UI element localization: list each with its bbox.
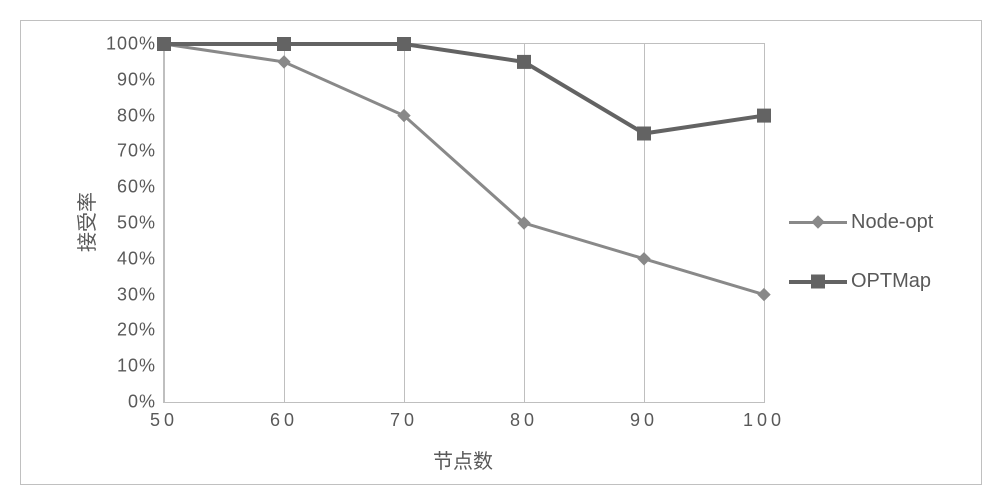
x-tick-label: 70 — [390, 410, 418, 431]
legend-line — [789, 280, 847, 284]
y-tick-label: 100% — [106, 34, 156, 55]
y-axis-title: 接受率 — [71, 192, 100, 252]
y-tick-label: 80% — [117, 105, 156, 126]
legend-item: Node-opt — [789, 211, 933, 234]
legend: Node-opt OPTMap — [789, 211, 933, 293]
y-tick-label: 50% — [117, 213, 156, 234]
y-tick-label: 70% — [117, 141, 156, 162]
y-tick-label: 30% — [117, 284, 156, 305]
grid-line — [764, 44, 765, 402]
x-tick-label: 100 — [743, 410, 785, 431]
grid-line — [524, 44, 525, 402]
y-tick-label: 0% — [128, 392, 156, 413]
y-tick-label: 40% — [117, 248, 156, 269]
legend-line — [789, 221, 847, 224]
y-tick-label: 60% — [117, 177, 156, 198]
grid-line — [644, 44, 645, 402]
x-tick-label: 80 — [510, 410, 538, 431]
grid-line — [284, 44, 285, 402]
x-tick-label: 60 — [270, 410, 298, 431]
x-axis-title: 节点数 — [433, 445, 493, 474]
series-optmap — [164, 44, 764, 402]
chart-frame: 50 60 70 80 90 100 0% 10% 20% 30% 40% 50% 60% 70% 80% 9… — [20, 20, 982, 485]
grid-line — [164, 44, 165, 402]
legend-label: Node-opt — [851, 211, 933, 234]
y-tick-label: 10% — [117, 356, 156, 377]
legend-item: OPTMap — [789, 270, 933, 293]
diamond-icon — [812, 215, 824, 233]
y-tick-label: 20% — [117, 320, 156, 341]
plot-area: 50607080901000%10%20%30%40%50%60%70%80%9… — [163, 43, 765, 403]
legend-label: OPTMap — [851, 270, 931, 293]
series-node-opt — [164, 44, 764, 402]
x-tick-label: 90 — [630, 410, 658, 431]
x-tick-label: 50 — [150, 410, 178, 431]
y-tick-label: 90% — [117, 69, 156, 90]
square-icon — [812, 275, 825, 293]
grid-line — [404, 44, 405, 402]
